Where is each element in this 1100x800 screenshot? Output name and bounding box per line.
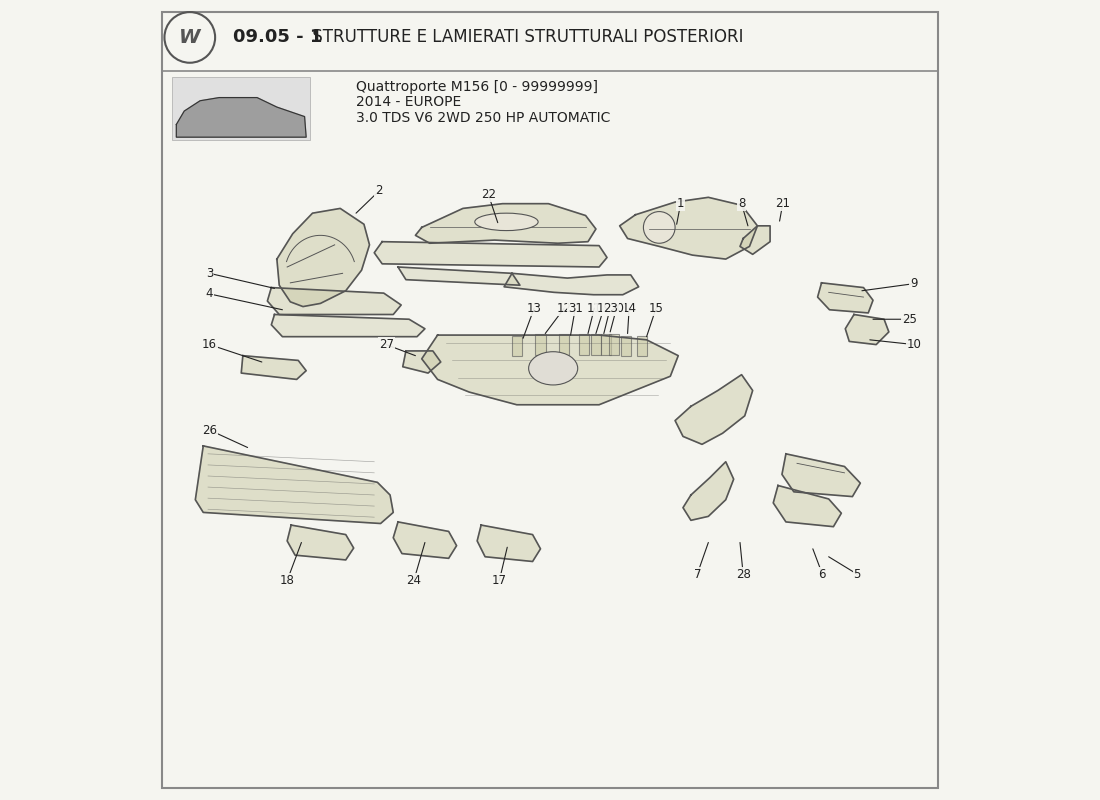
Polygon shape bbox=[287, 525, 354, 560]
Text: 5: 5 bbox=[854, 568, 861, 581]
Text: 23: 23 bbox=[603, 302, 617, 314]
Polygon shape bbox=[277, 209, 370, 306]
Text: 17: 17 bbox=[492, 574, 507, 587]
Text: 14: 14 bbox=[621, 302, 637, 314]
FancyBboxPatch shape bbox=[620, 336, 631, 357]
FancyBboxPatch shape bbox=[559, 334, 570, 355]
Polygon shape bbox=[683, 462, 734, 520]
Text: 2014 - EUROPE: 2014 - EUROPE bbox=[356, 95, 461, 110]
Polygon shape bbox=[845, 314, 889, 345]
Polygon shape bbox=[374, 242, 607, 267]
Text: 16: 16 bbox=[202, 338, 217, 351]
FancyBboxPatch shape bbox=[637, 336, 647, 357]
FancyBboxPatch shape bbox=[609, 334, 619, 355]
Text: 8: 8 bbox=[738, 197, 746, 210]
Polygon shape bbox=[416, 204, 596, 243]
FancyBboxPatch shape bbox=[172, 77, 310, 140]
Polygon shape bbox=[403, 351, 441, 373]
Text: 20: 20 bbox=[609, 302, 624, 314]
Text: 09.05 - 1: 09.05 - 1 bbox=[233, 29, 322, 46]
Text: 3.0 TDS V6 2WD 250 HP AUTOMATIC: 3.0 TDS V6 2WD 250 HP AUTOMATIC bbox=[356, 111, 611, 125]
Text: 19: 19 bbox=[596, 302, 612, 314]
FancyBboxPatch shape bbox=[591, 334, 601, 355]
Text: 28: 28 bbox=[736, 568, 750, 581]
Text: 25: 25 bbox=[902, 313, 917, 326]
Text: W: W bbox=[179, 28, 200, 47]
Ellipse shape bbox=[475, 213, 538, 230]
Text: 12: 12 bbox=[557, 302, 572, 314]
FancyBboxPatch shape bbox=[536, 334, 546, 355]
Text: 15: 15 bbox=[649, 302, 663, 314]
Text: 26: 26 bbox=[202, 423, 217, 437]
Circle shape bbox=[644, 211, 675, 243]
Polygon shape bbox=[773, 486, 842, 526]
Polygon shape bbox=[398, 267, 520, 286]
Text: 1: 1 bbox=[676, 197, 684, 210]
Polygon shape bbox=[619, 198, 758, 259]
Polygon shape bbox=[176, 98, 306, 137]
FancyBboxPatch shape bbox=[579, 334, 590, 355]
Text: 21: 21 bbox=[776, 197, 790, 210]
Text: 31: 31 bbox=[568, 302, 583, 314]
Text: STRUTTURE E LAMIERATI STRUTTURALI POSTERIORI: STRUTTURE E LAMIERATI STRUTTURALI POSTER… bbox=[307, 29, 744, 46]
Text: 18: 18 bbox=[279, 574, 295, 587]
Text: 2: 2 bbox=[375, 185, 383, 198]
Text: 7: 7 bbox=[693, 568, 701, 581]
Polygon shape bbox=[241, 356, 306, 379]
Text: 22: 22 bbox=[481, 188, 496, 201]
Polygon shape bbox=[782, 454, 860, 497]
Ellipse shape bbox=[529, 352, 578, 385]
Text: 24: 24 bbox=[406, 574, 421, 587]
Text: 3: 3 bbox=[206, 267, 213, 280]
FancyBboxPatch shape bbox=[601, 334, 612, 355]
Text: 11: 11 bbox=[586, 302, 602, 314]
FancyBboxPatch shape bbox=[512, 336, 521, 357]
Polygon shape bbox=[504, 274, 639, 294]
Text: 9: 9 bbox=[911, 277, 917, 290]
Polygon shape bbox=[196, 446, 394, 523]
Text: 27: 27 bbox=[378, 338, 394, 351]
Polygon shape bbox=[394, 522, 456, 558]
Polygon shape bbox=[421, 335, 679, 405]
Text: 10: 10 bbox=[906, 338, 922, 351]
Text: 4: 4 bbox=[206, 287, 213, 301]
Polygon shape bbox=[477, 525, 540, 562]
Polygon shape bbox=[740, 226, 770, 254]
Polygon shape bbox=[272, 314, 425, 337]
Text: 6: 6 bbox=[818, 568, 826, 581]
Text: Quattroporte M156 [0 - 99999999]: Quattroporte M156 [0 - 99999999] bbox=[356, 79, 598, 94]
Polygon shape bbox=[267, 287, 402, 314]
Polygon shape bbox=[817, 283, 873, 313]
Text: 13: 13 bbox=[527, 302, 541, 314]
Polygon shape bbox=[675, 374, 752, 444]
